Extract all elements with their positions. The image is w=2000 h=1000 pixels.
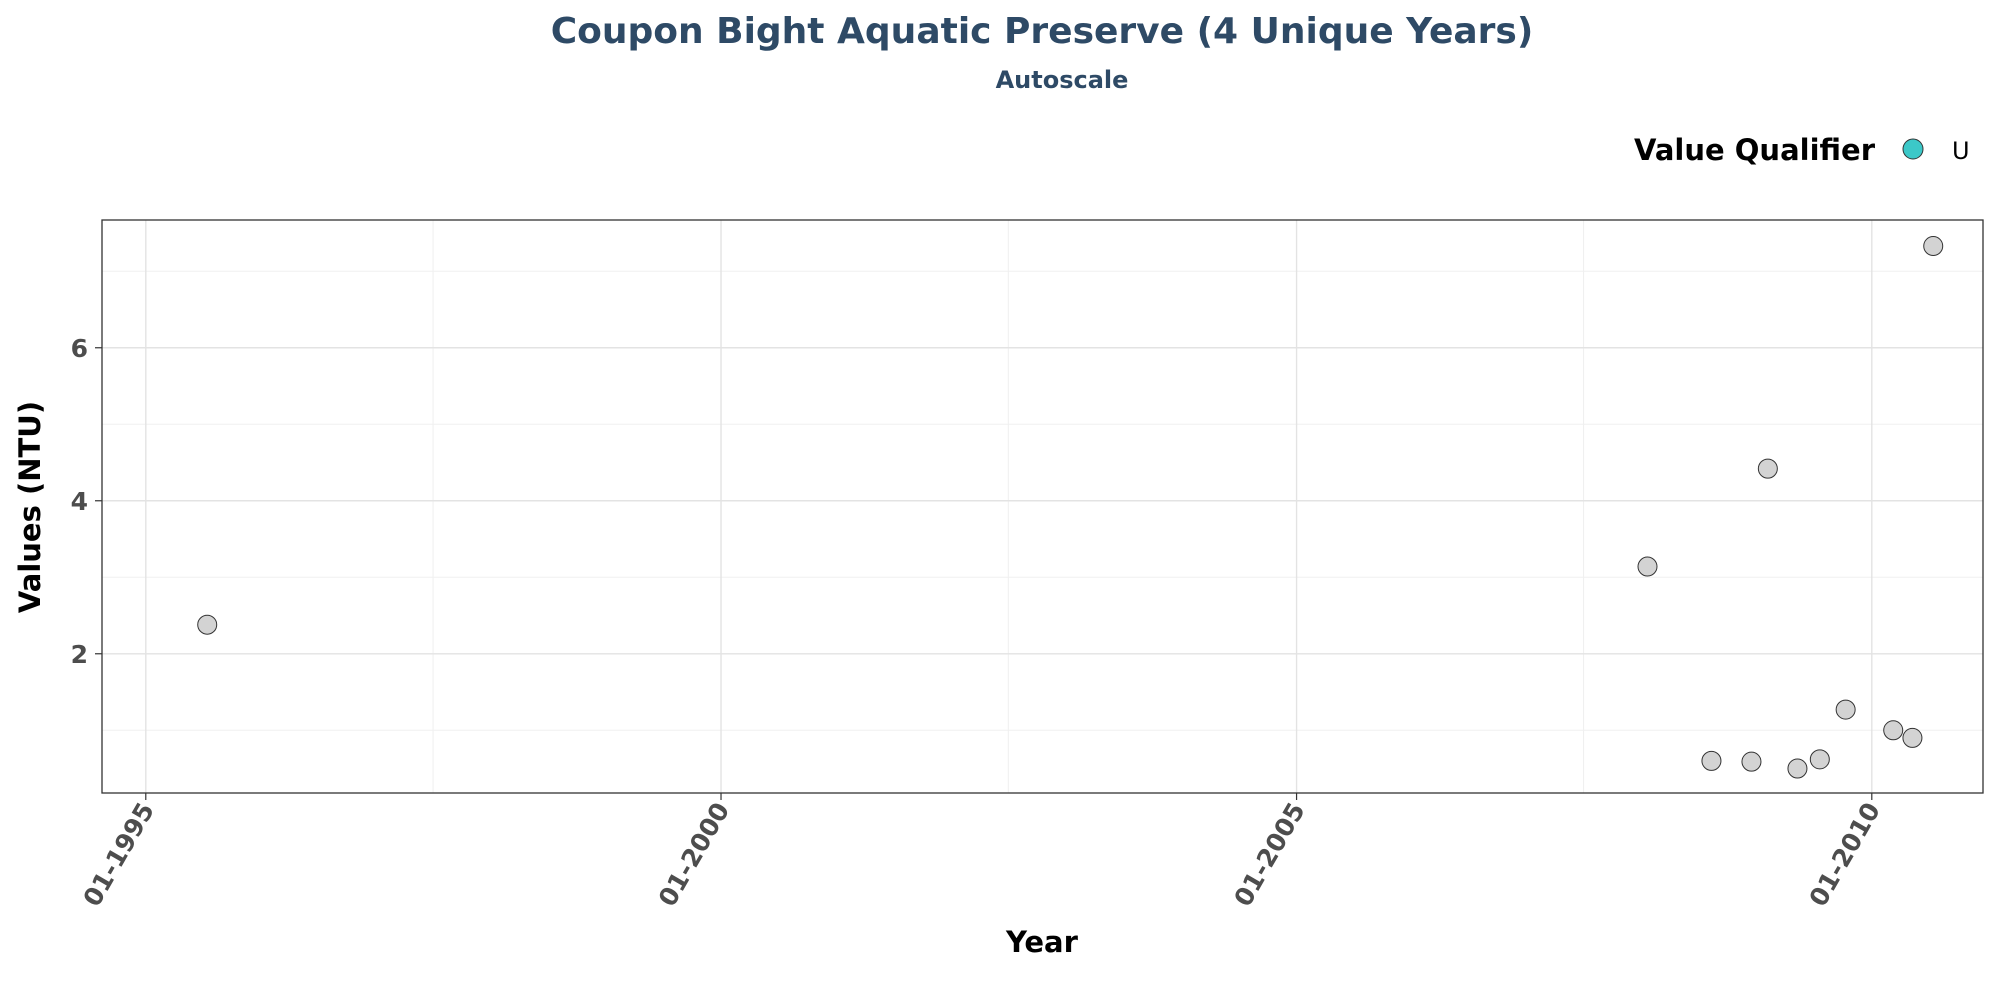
legend-title: Value Qualifier [1634, 133, 1876, 167]
y-axis-title: Values (NTU) [13, 401, 47, 613]
x-axis-title: Year [1005, 925, 1079, 959]
legend: Value Qualifier U [1634, 133, 1970, 167]
grid [102, 220, 1983, 793]
data-point [1757, 458, 1778, 479]
data-point [1809, 749, 1830, 770]
chart-subtitle: Autoscale [996, 66, 1129, 94]
data-point [197, 614, 218, 635]
chart-title: Coupon Bight Aquatic Preserve (4 Unique … [551, 11, 1534, 52]
data-point [1637, 556, 1658, 577]
legend-swatch [1902, 138, 1924, 160]
x-tick-label: 01-2005 [1228, 798, 1310, 912]
data-points [197, 236, 1944, 779]
x-tick-label: 01-1995 [77, 798, 159, 912]
y-tick-label: 6 [71, 334, 88, 363]
data-point [1902, 727, 1923, 748]
data-point [1701, 750, 1722, 771]
x-tick-label: 01-2010 [1804, 798, 1886, 912]
data-point [1883, 720, 1904, 741]
axis-ticks: 2 4 6 01-1995 01-2000 01-2005 01-2010 [71, 334, 1886, 912]
legend-label: U [1952, 137, 1970, 165]
plot-panel-border [101, 219, 1984, 794]
data-point [1835, 699, 1856, 720]
data-point [1923, 236, 1944, 257]
data-point [1741, 751, 1762, 772]
data-point [1787, 758, 1808, 779]
y-tick-label: 2 [71, 640, 88, 669]
x-tick-label: 01-2000 [653, 798, 735, 912]
y-tick-label: 4 [71, 487, 88, 516]
